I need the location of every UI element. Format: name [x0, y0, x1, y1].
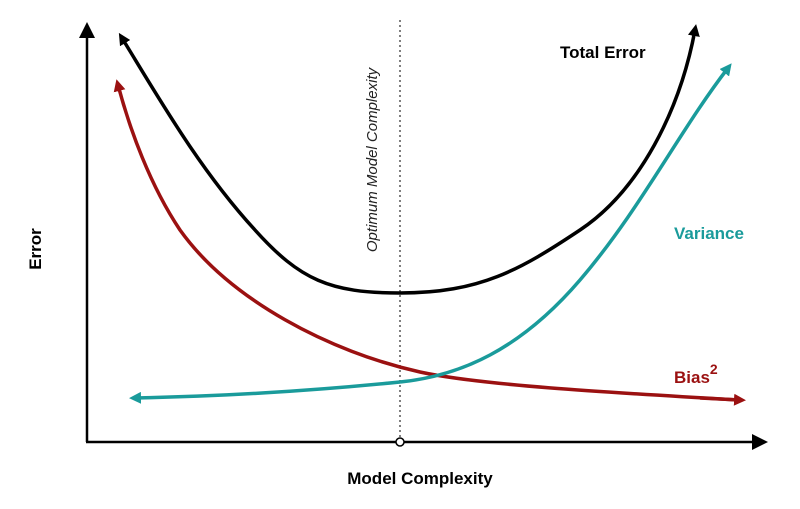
- variance-curve: [129, 380, 401, 404]
- bias-label-superscript: 2: [710, 361, 718, 377]
- bias-curve-end: [699, 393, 746, 406]
- total-error-curve-left: [118, 32, 401, 295]
- axes: [79, 22, 768, 450]
- total-error-curve-right: [399, 24, 700, 295]
- bias-label-text: Bias: [674, 368, 710, 387]
- y-axis-label: Error: [26, 228, 45, 270]
- bias-curve: [113, 79, 739, 402]
- bias-label: Bias2: [674, 361, 718, 387]
- variance-curve-right: [399, 63, 732, 384]
- x-axis-label: Model Complexity: [347, 469, 493, 488]
- optimum-label: Optimum Model Complexity: [364, 66, 381, 252]
- optimum-point: [395, 437, 405, 447]
- variance-label: Variance: [674, 224, 744, 243]
- total-error-label: Total Error: [560, 43, 646, 62]
